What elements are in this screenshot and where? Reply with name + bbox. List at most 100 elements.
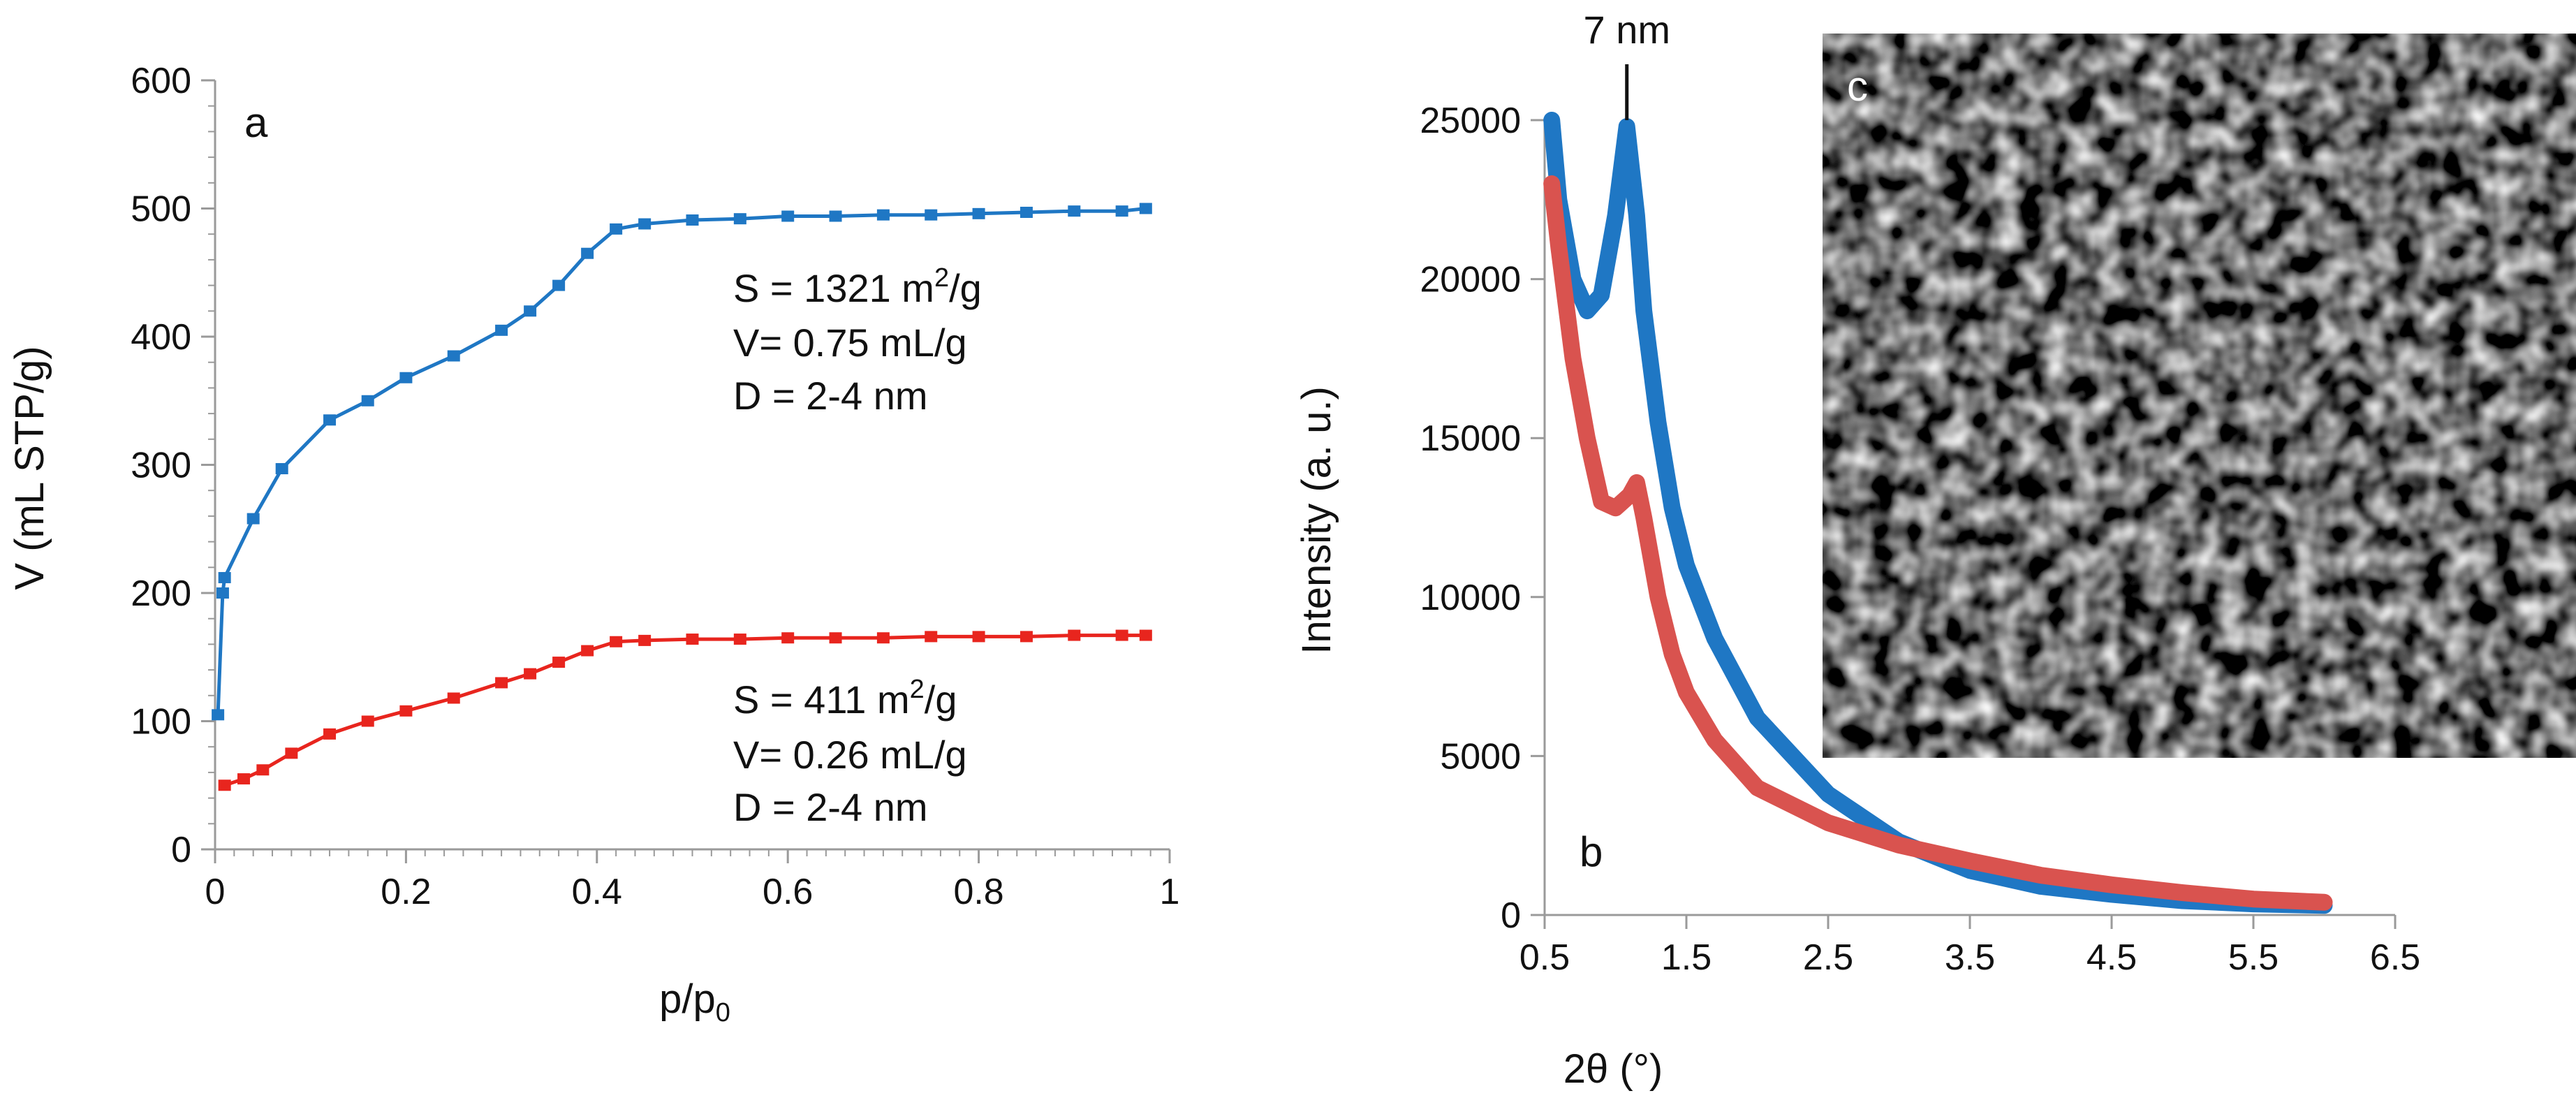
a-series-blue-point <box>925 209 938 221</box>
panel-a-y-axis-title: V (mL STP/g) <box>7 346 52 590</box>
panel-a-x-axis-title: p/p0 <box>659 976 730 1027</box>
a-series-red-point <box>1139 629 1152 641</box>
a-series-blue-point <box>1020 207 1033 219</box>
b-x-tick-label: 0.5 <box>1519 937 1570 978</box>
panel-a-tick-labels: 0 100 200 300 400 500 600 0 0.2 0.4 0.6 0.8 1 <box>131 61 1179 912</box>
b-x-tick-label: 1.5 <box>1661 937 1712 978</box>
panel-c: c <box>1823 34 2576 758</box>
a-x-tick-label: 0 <box>205 872 226 912</box>
b-y-tick-label: 0 <box>1501 895 1521 936</box>
a-x-tick-label: 0.8 <box>953 872 1003 912</box>
a-series-red-point <box>218 779 231 791</box>
red-pore-diameter: D = 2-4 nm <box>733 785 928 829</box>
a-y-tick-label: 300 <box>131 446 191 486</box>
b-y-tick-label: 10000 <box>1420 578 1521 618</box>
a-y-tick-label: 400 <box>131 317 191 358</box>
b-x-tick-label: 3.5 <box>1945 937 1995 978</box>
a-series-red-point <box>552 657 566 668</box>
a-series-blue-point <box>524 305 537 317</box>
panel-b: 0 5000 10000 15000 20000 25000 0.5 1.5 2.5 3.5 4.5… <box>1294 8 2420 1092</box>
panel-b-axes <box>1531 119 2397 929</box>
a-series-blue-point <box>323 414 337 426</box>
b-x-tick-label: 5.5 <box>2228 937 2279 978</box>
a-y-tick-label: 100 <box>131 702 191 742</box>
a-series-blue-point <box>876 209 890 221</box>
a-series-red-point <box>610 636 623 647</box>
red-pore-volume: V= 0.26 mL/g <box>733 733 967 777</box>
b-x-tick-label: 4.5 <box>2086 937 2137 978</box>
blue-pore-volume: V= 0.75 mL/g <box>733 321 967 365</box>
a-y-tick-label: 0 <box>171 830 191 870</box>
panel-b-tick-labels: 0 5000 10000 15000 20000 25000 0.5 1.5 2.5 3.5 4.5… <box>1420 101 2420 978</box>
a-series-red-point <box>1020 631 1033 643</box>
a-series-blue-point <box>638 218 652 230</box>
panel-a-axes <box>201 79 1171 863</box>
a-series-blue-point <box>216 587 229 599</box>
a-series-blue-point <box>275 463 288 475</box>
a-series-blue-point <box>581 247 594 259</box>
a-series-blue-point <box>399 372 413 383</box>
b-y-tick-label: 20000 <box>1420 260 1521 300</box>
panel-b-x-axis-title: 2θ (°) <box>1563 1046 1663 1092</box>
a-series-blue-point <box>972 207 985 219</box>
a-y-tick-label: 200 <box>131 573 191 614</box>
a-x-tick-label: 0.2 <box>381 872 431 912</box>
panel-a-series <box>212 203 1152 791</box>
peak-marker-label: 7 nm <box>1583 8 1670 52</box>
b-x-tick-label: 6.5 <box>2370 937 2420 978</box>
a-series-blue-point <box>1139 203 1152 214</box>
b-series-red-line <box>1543 175 2333 911</box>
a-series-red-point <box>285 747 298 759</box>
a-series-red-point <box>524 668 537 680</box>
a-series-red-point <box>495 677 508 689</box>
a-series-red-point <box>361 715 374 727</box>
blue-pore-diameter: D = 2-4 nm <box>733 374 928 418</box>
a-series-blue-point <box>552 279 566 291</box>
a-series-red-point <box>237 773 251 785</box>
a-x-tick-label: 0.6 <box>763 872 813 912</box>
a-series-red-point <box>829 632 842 644</box>
a-series-blue-point <box>246 513 260 525</box>
a-series-red-point <box>323 728 337 740</box>
a-series-blue-point <box>447 350 460 362</box>
panel-a-letter: a <box>244 99 268 146</box>
a-series-blue-point <box>610 223 623 235</box>
a-series-red-point <box>399 705 413 717</box>
a-series-red-point <box>733 634 746 645</box>
b-y-tick-label: 15000 <box>1420 418 1521 459</box>
a-series-red-point <box>447 692 460 704</box>
a-series-blue-point <box>212 709 225 721</box>
b-series-blue-line <box>1543 112 2333 914</box>
a-series-blue-point <box>495 324 508 336</box>
panel-b-letter: b <box>1580 828 1603 875</box>
a-x-tick-label: 1 <box>1160 872 1180 912</box>
a-y-tick-label: 600 <box>131 61 191 101</box>
panel-c-letter: c <box>1847 63 1868 110</box>
a-y-tick-label: 500 <box>131 189 191 230</box>
b-x-tick-label: 2.5 <box>1803 937 1853 978</box>
panel-a-red-annotation: S = 411 m2/g V= 0.26 mL/g D = 2-4 nm <box>733 675 978 829</box>
a-series-red-point <box>256 764 270 776</box>
a-x-tick-label: 0.4 <box>572 872 622 912</box>
a-series-blue-line <box>216 207 1148 717</box>
a-series-red-point <box>581 645 594 657</box>
a-series-red-point <box>925 631 938 643</box>
a-series-blue-point <box>781 210 795 222</box>
a-series-red-point <box>876 632 890 644</box>
a-series-red-point <box>1068 629 1081 641</box>
panel-b-series <box>1543 112 2333 914</box>
a-series-red-line <box>223 634 1148 787</box>
panel-a-blue-annotation: S = 1321 m2/g V= 0.75 mL/g D = 2-4 nm <box>733 263 992 418</box>
a-series-red-point <box>781 632 795 644</box>
panel-a: 0 100 200 300 400 500 600 0 0.2 0.4 0.6 0.8 1 a S = … <box>7 61 1179 1027</box>
b-y-tick-label: 25000 <box>1420 101 1521 141</box>
a-series-red-point <box>686 634 699 645</box>
a-series-blue-point <box>733 213 746 225</box>
blue-surface-area: S = 1321 m2/g <box>733 263 982 310</box>
a-series-blue-point <box>218 571 231 583</box>
a-series-blue-point <box>361 395 374 407</box>
panel-b-peak-marker: 7 nm <box>1583 8 1670 120</box>
a-series-red-point <box>638 634 652 646</box>
a-series-blue-point <box>829 210 842 222</box>
